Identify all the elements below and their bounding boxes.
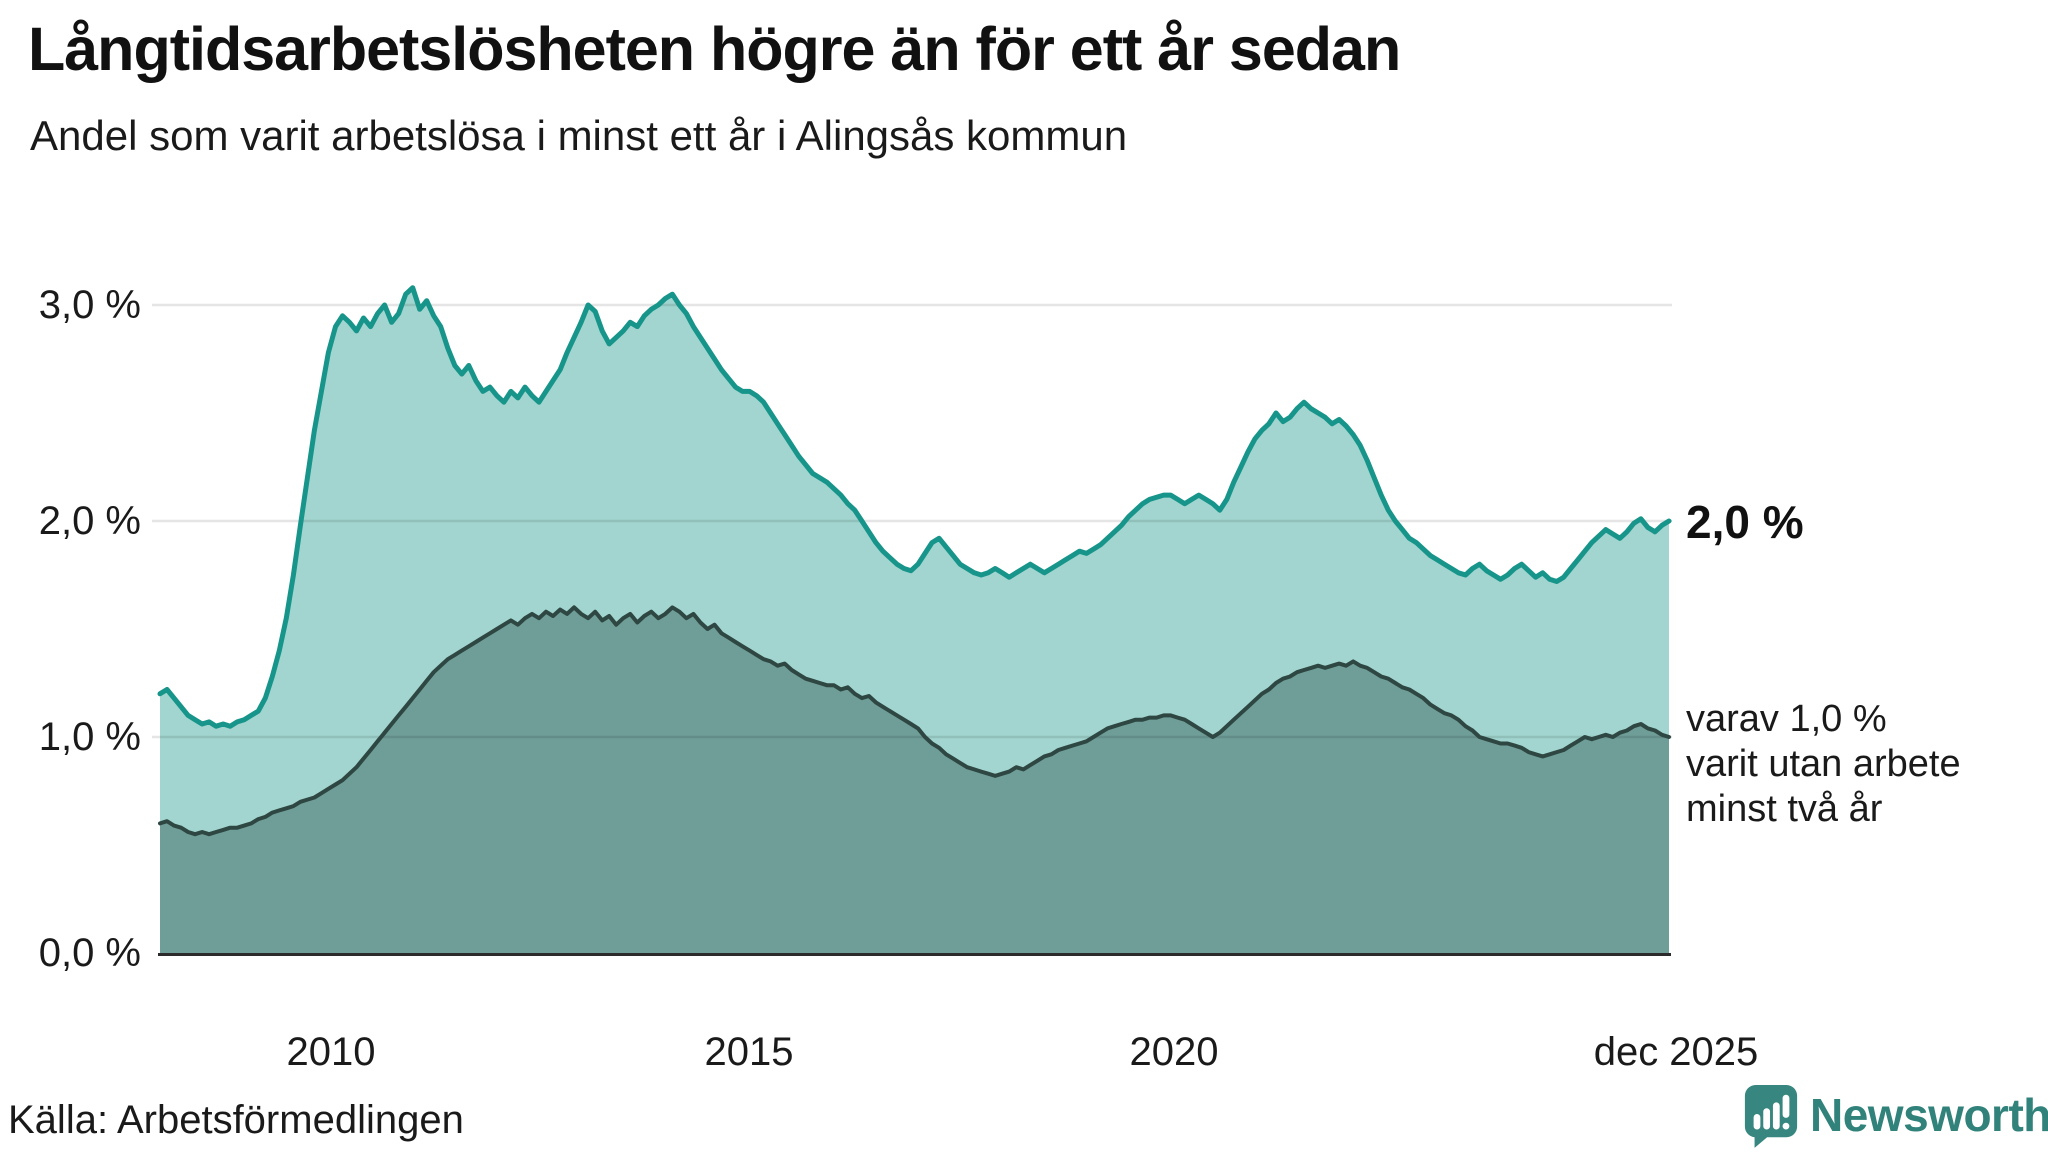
y-tick-0-0: 0,0 % [38,931,141,975]
two-year-line [158,605,1671,837]
secondary-annotation-line-3: minst två år [1686,788,1883,830]
total-series-end-value-label: 2,0 % [1686,496,1804,548]
page-subtitle: Andel som varit arbetslösa i minst ett å… [30,112,1128,159]
x-tick-2010: 2010 [286,1030,376,1074]
page-title: Långtidsarbetslösheten högre än för ett … [28,15,1401,83]
secondary-annotation-line-1: varav 1,0 % [1686,698,1887,740]
secondary-annotation-line-2: varit utan arbete [1686,743,1961,785]
y-tick-2-0: 2,0 % [38,499,141,543]
total-line [157,285,1672,729]
x-tick-2015: 2015 [704,1030,794,1074]
bar-chart-speech-bubble-icon [1744,1085,1798,1148]
newsworthy-logo: Newsworthy [1742,1082,2048,1148]
y-tick-3-0: 3,0 % [38,283,141,327]
secondary-series-annotation: varav 1,0 % varit utan arbete minst två … [1686,697,1961,832]
x-tick-2020: 2020 [1129,1030,1219,1074]
two-year-area-fill [160,607,1669,953]
x-tick-dec-2025: dec 2025 [1593,1030,1759,1074]
newsworthy-wordmark: Newsworthy [1810,1089,2048,1141]
source-credit: Källa: Arbetsförmedlingen [8,1098,464,1142]
y-tick-1-0: 1,0 % [38,715,141,759]
